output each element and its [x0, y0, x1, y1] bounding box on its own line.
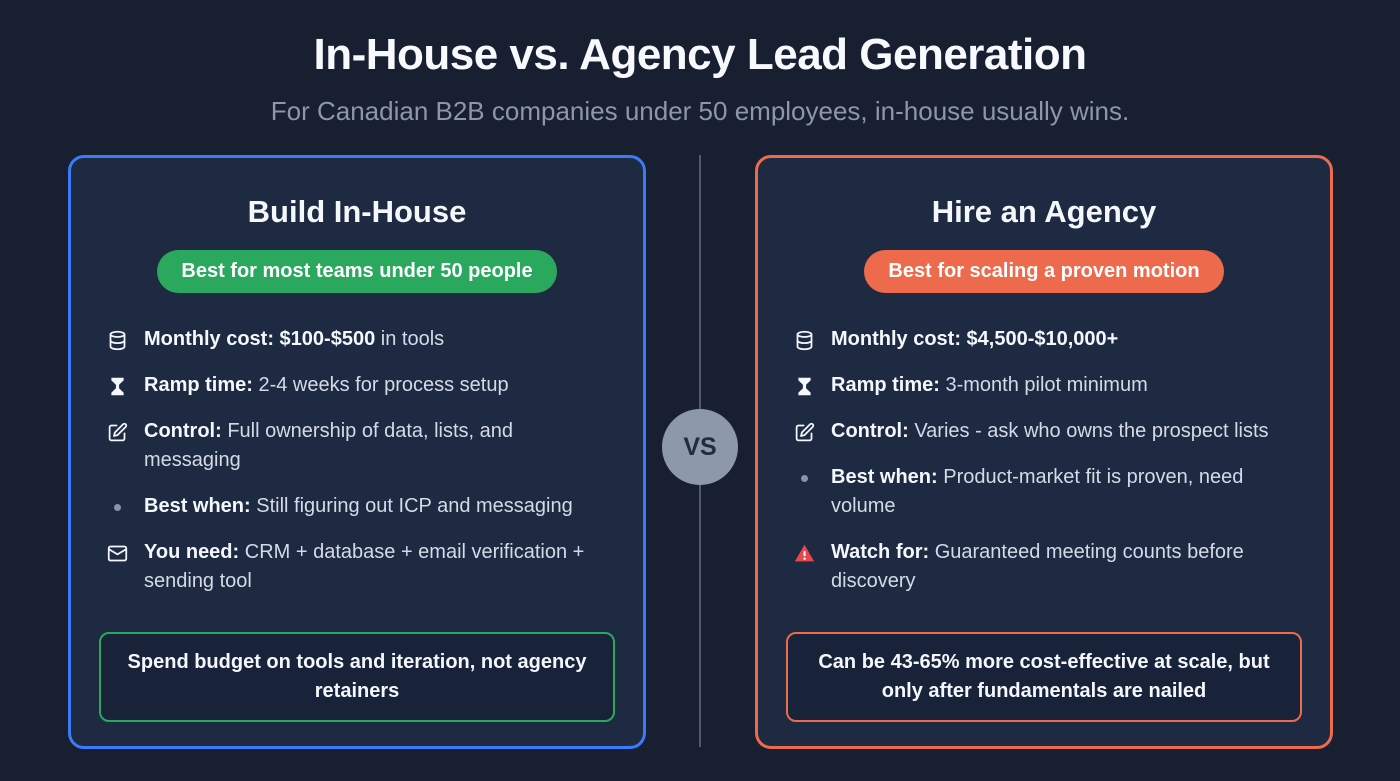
list-item-text: Ramp time: 3-month pilot minimum: [831, 374, 1148, 396]
list-item: You need: CRM + database + email verific…: [105, 538, 609, 596]
list-item-text: Control: Full ownership of data, lists, …: [144, 420, 514, 471]
agency-badge: Best for scaling a proven motion: [864, 250, 1224, 293]
list-item: Control: Varies - ask who owns the prosp…: [792, 417, 1296, 446]
hourglass-icon: [792, 374, 816, 398]
list-item-text: Control: Varies - ask who owns the prosp…: [831, 420, 1269, 442]
in-house-badge: Best for most teams under 50 people: [157, 250, 557, 293]
agency-card-title: Hire an Agency: [931, 194, 1157, 229]
in-house-card-title: Build In-House: [247, 194, 467, 229]
in-house-footnote: Spend budget on tools and iteration, not…: [99, 632, 615, 722]
agency-footnote: Can be 43-65% more cost-effective at sca…: [786, 632, 1302, 722]
list-item: Watch for: Guaranteed meeting counts bef…: [792, 538, 1296, 596]
database-icon: [105, 328, 129, 352]
list-item-text: Monthly cost: $4,500-$10,000+: [831, 328, 1119, 350]
list-item-text: Ramp time: 2-4 weeks for process setup: [144, 374, 509, 396]
in-house-card: Build In-House Best for most teams under…: [68, 155, 646, 749]
edit-icon: [792, 420, 816, 444]
page-title: In-House vs. Agency Lead Generation: [313, 30, 1087, 79]
vs-badge: VS: [662, 409, 738, 485]
list-item: Best when: Product-market fit is proven,…: [792, 463, 1296, 521]
list-item-text: Best when: Product-market fit is proven,…: [831, 466, 1244, 517]
edit-icon: [105, 420, 129, 444]
list-item: Monthly cost: $4,500-$10,000+: [792, 325, 1296, 354]
agency-card: Hire an Agency Best for scaling a proven…: [755, 155, 1333, 749]
in-house-item-list: Monthly cost: $100-$500 in tools Ramp ti…: [105, 325, 609, 596]
page-subtitle: For Canadian B2B companies under 50 empl…: [270, 96, 1130, 126]
list-item: Best when: Still figuring out ICP and me…: [105, 492, 609, 521]
envelope-icon: [105, 541, 129, 565]
database-icon: [792, 328, 816, 352]
bullet-icon: [105, 495, 129, 519]
list-item-text: Watch for: Guaranteed meeting counts bef…: [831, 541, 1244, 592]
list-item: Control: Full ownership of data, lists, …: [105, 417, 609, 475]
list-item-text: Best when: Still figuring out ICP and me…: [144, 495, 573, 517]
list-item-text: Monthly cost: $100-$500 in tools: [144, 328, 445, 350]
header: In-House vs. Agency Lead Generation For …: [0, 0, 1400, 127]
agency-item-list: Monthly cost: $4,500-$10,000+ Ramp time:…: [792, 325, 1296, 596]
list-item: Monthly cost: $100-$500 in tools: [105, 325, 609, 354]
list-item: Ramp time: 2-4 weeks for process setup: [105, 371, 609, 400]
bullet-icon: [792, 466, 816, 490]
hourglass-icon: [105, 374, 129, 398]
list-item: Ramp time: 3-month pilot minimum: [792, 371, 1296, 400]
list-item-text: You need: CRM + database + email verific…: [144, 541, 585, 592]
warning-icon: [792, 541, 816, 565]
